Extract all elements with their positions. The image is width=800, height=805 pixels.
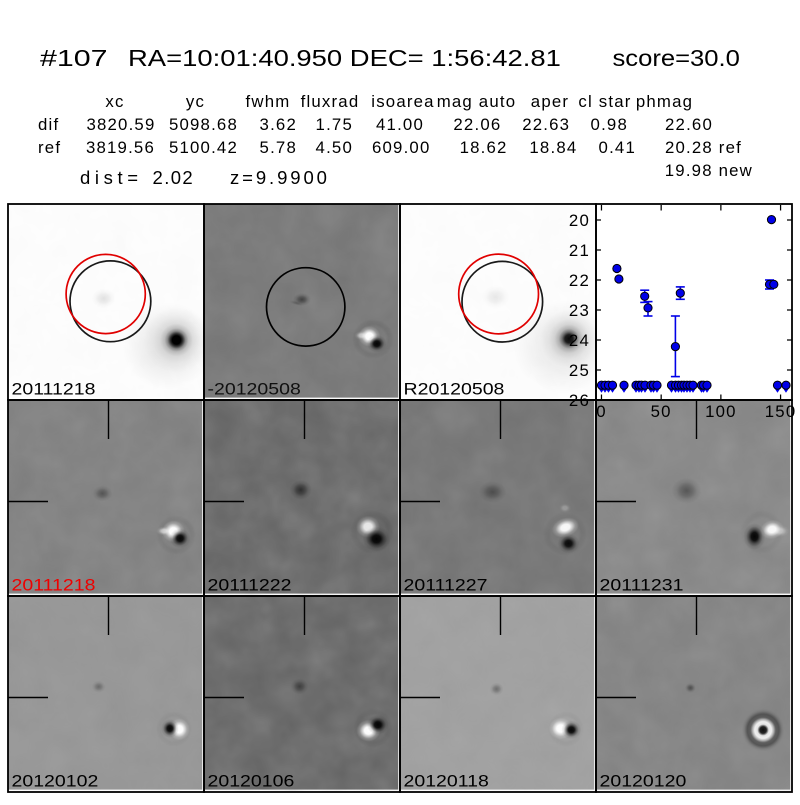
- svg-text:RA=10:01:40.950 DEC= 1:56:42.8: RA=10:01:40.950 DEC= 1:56:42.81: [128, 46, 561, 72]
- svg-text:yc: yc: [186, 92, 205, 111]
- svg-text:18.62: 18.62: [460, 138, 508, 157]
- svg-text:22.60: 22.60: [665, 115, 713, 134]
- svg-text:24: 24: [569, 331, 590, 350]
- svg-text:dif: dif: [38, 115, 59, 134]
- svg-text:0.98: 0.98: [591, 115, 628, 134]
- svg-text:20120120: 20120120: [600, 771, 687, 790]
- svg-text:ref: ref: [38, 138, 61, 157]
- svg-text:20: 20: [569, 211, 590, 230]
- svg-text:fwhm: fwhm: [246, 92, 291, 111]
- svg-text:20111218: 20111218: [12, 379, 96, 398]
- svg-text:19.98 new: 19.98 new: [665, 161, 753, 180]
- svg-text:20120118: 20120118: [404, 771, 489, 790]
- svg-text:21: 21: [569, 241, 590, 260]
- svg-text:aper: aper: [531, 92, 569, 111]
- svg-text:5098.68: 5098.68: [169, 115, 238, 134]
- svg-text:22.63: 22.63: [522, 115, 570, 134]
- svg-text:18.84: 18.84: [529, 138, 577, 157]
- svg-text:25: 25: [569, 361, 590, 380]
- svg-text:score=30.0: score=30.0: [613, 46, 740, 72]
- svg-text:150: 150: [765, 402, 797, 421]
- svg-text:-20120508: -20120508: [208, 379, 301, 398]
- svg-text:mag auto: mag auto: [437, 92, 517, 111]
- svg-text:cl star: cl star: [578, 92, 631, 111]
- svg-text:20120102: 20120102: [12, 771, 99, 790]
- svg-text:5100.42: 5100.42: [169, 138, 238, 157]
- svg-text:609.00: 609.00: [372, 138, 431, 157]
- svg-text:0.41: 0.41: [599, 138, 636, 157]
- svg-text:xc: xc: [105, 92, 124, 111]
- svg-text:23: 23: [569, 301, 590, 320]
- svg-text:20111222: 20111222: [208, 575, 292, 594]
- svg-text:20111218: 20111218: [12, 575, 96, 594]
- svg-text:3819.56: 3819.56: [86, 138, 155, 157]
- svg-text:20111227: 20111227: [404, 575, 488, 594]
- svg-text:1.75: 1.75: [316, 115, 353, 134]
- svg-text:3820.59: 3820.59: [86, 115, 155, 134]
- svg-text:50: 50: [651, 402, 672, 421]
- svg-text:isoarea: isoarea: [371, 92, 434, 111]
- svg-text:#107: #107: [40, 44, 108, 71]
- svg-text:R20120508: R20120508: [404, 379, 505, 398]
- svg-text:5.78: 5.78: [260, 138, 297, 157]
- svg-text:phmag: phmag: [636, 92, 693, 111]
- svg-text:0: 0: [596, 402, 607, 421]
- svg-text:z=9.9900: z=9.9900: [230, 167, 330, 188]
- svg-text:22.06: 22.06: [453, 115, 501, 134]
- svg-text:20.28 ref: 20.28 ref: [665, 138, 742, 157]
- svg-text:41.00: 41.00: [376, 115, 424, 134]
- svg-text:22: 22: [569, 271, 590, 290]
- svg-text:20111231: 20111231: [600, 575, 684, 594]
- svg-text:2.02: 2.02: [153, 167, 195, 188]
- svg-text:4.50: 4.50: [316, 138, 353, 157]
- svg-text:dist=: dist=: [80, 167, 143, 188]
- svg-text:fluxrad: fluxrad: [301, 92, 360, 111]
- svg-text:100: 100: [705, 402, 737, 421]
- svg-text:3.62: 3.62: [260, 115, 297, 134]
- svg-text:20120106: 20120106: [208, 771, 295, 790]
